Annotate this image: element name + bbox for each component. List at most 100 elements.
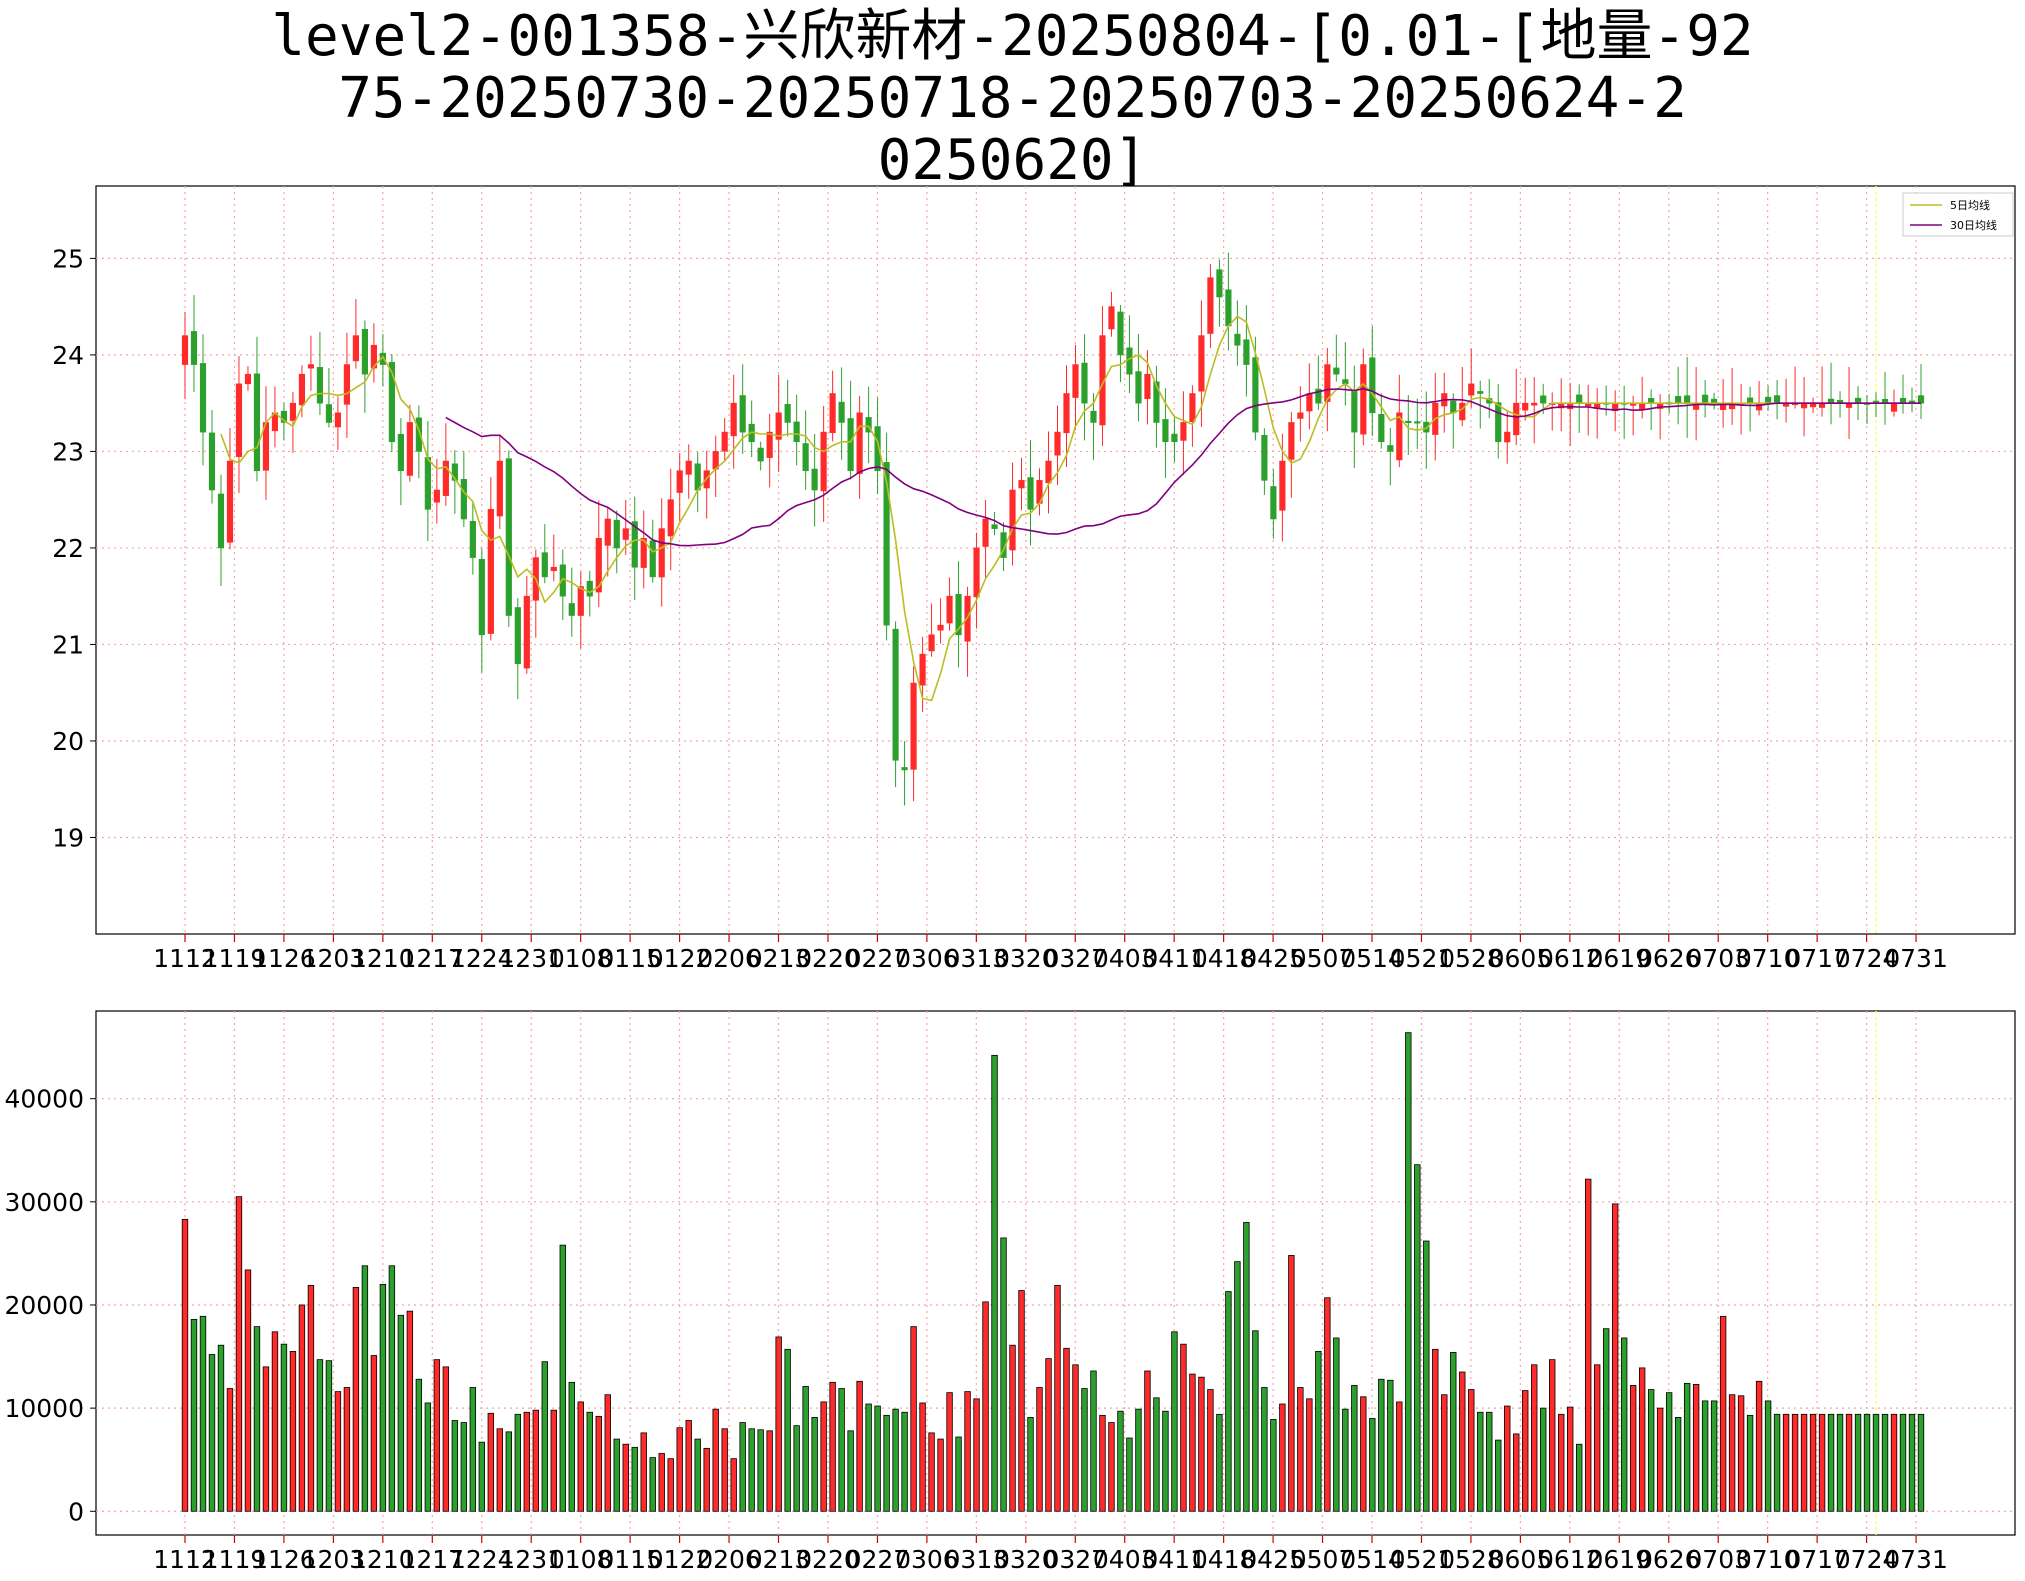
chart-title-line-2: 75-20250730-20250718-20250703-20250624-2 [338,66,1687,131]
volume-bar [505,1431,513,1512]
candle-body [1027,477,1034,510]
volume-bar [991,1054,998,1512]
candle-body [757,447,764,462]
volume-bar [235,1196,243,1512]
candle-body [1890,402,1898,412]
candle-body [352,335,359,362]
volume-bar [613,1438,620,1512]
volume-bar [1126,1437,1133,1512]
volume-bar [721,1428,728,1512]
volume-bar [1441,1394,1448,1512]
volume-bar [928,1432,935,1512]
volume-bar [1782,1413,1790,1512]
volume-bar [1863,1413,1871,1512]
candle-body [784,404,791,423]
volume-bar [1171,1331,1178,1512]
volume-bar [1827,1413,1835,1512]
ma30-line [445,387,1921,547]
candle-body [1297,412,1304,419]
candle-body [469,520,476,558]
candle-body [415,417,422,452]
price-plot-area [95,185,2016,935]
volume-bar [379,1283,387,1512]
candle-body [676,470,683,493]
candle-body [982,518,989,547]
volume-bar [1279,1403,1286,1512]
volume-bar [1504,1405,1511,1512]
volume-bar [1081,1388,1088,1512]
volume-bar [694,1438,701,1512]
candle-body [406,422,413,476]
candle-body [604,518,611,546]
volume-bar [343,1387,351,1512]
candle-body [613,519,620,549]
legend-ma5-label: 5日均线 [1950,198,1990,212]
chart-title-line-3: 0250620] [877,128,1148,193]
candle-body [667,499,674,537]
price-xtick-label: 1119 [203,944,267,973]
volume-bar [775,1336,782,1512]
volume-bar [298,1304,306,1512]
legend-box [1902,192,2014,237]
candle-body [1180,422,1187,441]
candle-body [1459,402,1466,421]
candle-body [397,433,404,472]
candle-body [1270,486,1277,520]
volume-bar [1423,1240,1430,1512]
volume-bar [1216,1413,1223,1512]
candle-body [343,364,350,405]
volume-ytick-label: 30000 [4,1188,84,1217]
volume-bar [370,1355,378,1512]
volume-bar [325,1360,333,1512]
volume-bar [334,1391,342,1512]
volume-bar [316,1359,324,1512]
price-xtick-label: 1126 [252,944,316,973]
volume-bar [496,1428,504,1512]
volume-bar [910,1326,917,1512]
candle-body [1279,460,1286,511]
volume-xtick-label: 0122 [648,1545,712,1574]
volume-bar [883,1414,890,1512]
volume-bar [1728,1394,1736,1512]
candle-body [730,402,737,437]
volume-bar [280,1343,288,1512]
volume-bar [1773,1413,1781,1512]
candle-body [1333,367,1340,375]
candle-body [1917,395,1925,404]
candle-body [217,493,225,549]
volume-bar [514,1413,521,1512]
price-xtick-label: 1217 [400,944,464,973]
candle-body [1504,431,1511,443]
candle-body [1252,357,1259,433]
price-xtick-label: 0403 [1093,944,1157,973]
volume-bar [550,1409,557,1512]
volume-bar [1540,1407,1547,1512]
candle-body [1684,395,1691,404]
chart-title: level2-001358-兴欣新材-20250804-[0.01-[地量-92… [0,6,2025,192]
volume-ytick-label: 40000 [4,1085,84,1114]
candle-body [1351,390,1358,433]
candle-body [811,468,818,491]
price-xtick-label: 0306 [895,944,959,973]
candle-body [460,478,467,520]
candle-body [1324,364,1331,402]
volume-xtick-label: 1203 [302,1545,366,1574]
candle-body [1675,396,1682,404]
price-xtick-label: 1231 [499,944,563,973]
candle-body [586,580,593,597]
volume-bar [1611,1203,1619,1512]
price-xtick-label: 0327 [1043,944,1107,973]
volume-bar [1549,1359,1556,1512]
volume-bar [460,1422,468,1512]
candle-body [1747,397,1754,404]
candle-body [631,521,638,568]
candle-body [1207,277,1214,334]
candle-body [1360,364,1367,435]
volume-bar [1234,1261,1241,1512]
volume-xtick-label: 0327 [1043,1545,1107,1574]
candle-body [766,431,773,458]
volume-bar [1072,1364,1079,1512]
volume-bar [406,1310,414,1512]
candle-body [640,537,647,568]
